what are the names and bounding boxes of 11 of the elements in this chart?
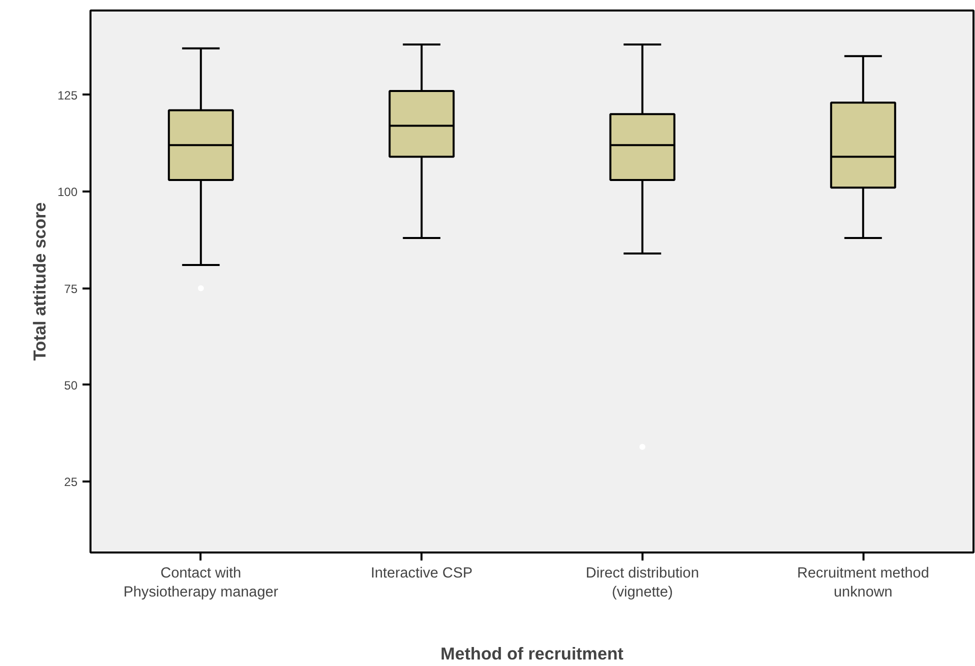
y-axis-title: Total attitude score	[29, 202, 50, 361]
y-tick-label: 125	[57, 88, 78, 102]
y-tick-label: 75	[64, 282, 78, 296]
x-tick-label: Interactive CSP	[370, 566, 473, 582]
y-tick-label: 50	[64, 378, 78, 392]
x-axis-title: Method of recruitment	[440, 644, 624, 664]
x-tick-label: Direct distribution (vignette)	[586, 566, 699, 601]
x-tick-label: Recruitment method unknown	[797, 566, 930, 601]
y-tick-label: 100	[57, 185, 78, 200]
y-tick-label: 25	[64, 475, 78, 490]
x-tick-label: Contact with Physiotherapy manager	[123, 566, 278, 601]
